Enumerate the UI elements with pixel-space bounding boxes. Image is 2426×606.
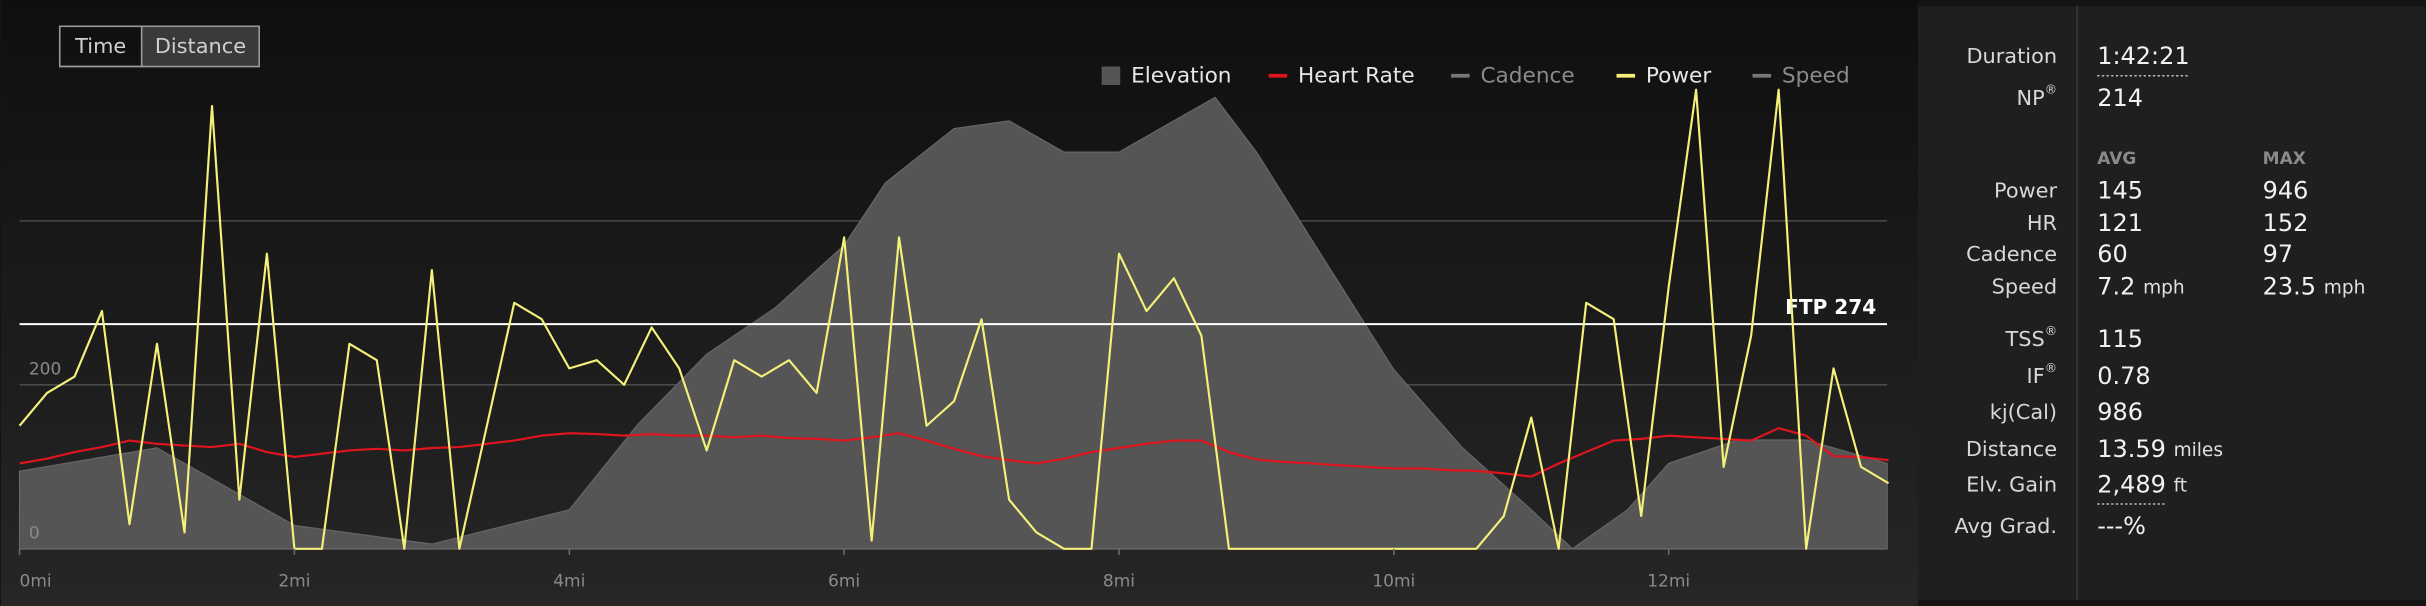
stat-label-text: NP	[2017, 86, 2045, 110]
stat-value-text: 946	[2263, 177, 2309, 205]
stat-value: 2,489 ft	[2097, 470, 2187, 498]
x-tick-label: 2mi	[278, 571, 310, 591]
x-tick-label: 6mi	[828, 571, 860, 591]
stat-label: Duration	[1966, 44, 2057, 68]
stat-label-sup: ®	[2045, 323, 2057, 337]
stat-unit: mph	[2143, 277, 2185, 298]
stat-label-text: TSS	[2004, 327, 2044, 351]
stat-label-text: Distance	[1966, 437, 2057, 461]
stat-value: 214	[2097, 84, 2143, 112]
legend-label[interactable]: Speed	[1782, 64, 1850, 89]
stat-value-text: 986	[2097, 398, 2143, 426]
stat-value: 7.2 mph	[2097, 273, 2184, 301]
stat-value: 0.78	[2097, 362, 2150, 390]
stat-label-text: Power	[1994, 179, 2057, 203]
stat-unit: mph	[2324, 277, 2366, 298]
x-tick-label: 0mi	[20, 571, 52, 591]
legend-label[interactable]: Cadence	[1480, 64, 1574, 89]
stat-value: 97	[2263, 240, 2293, 268]
toggle-label[interactable]: Time	[74, 34, 126, 58]
stat-value: 115	[2097, 325, 2143, 353]
stat-label-text: HR	[2027, 211, 2057, 235]
stat-value-text: ---%	[2097, 512, 2146, 540]
stat-label: kj(Cal)	[1990, 400, 2057, 424]
stat-value: 121	[2097, 209, 2143, 237]
stat-label-text: kj(Cal)	[1990, 400, 2057, 424]
legend-label[interactable]: Elevation	[1131, 64, 1231, 89]
plot: 0 200 FTP 274 0mi 2mi 4mi 6mi 8mi 10mi 12mi Elevat…	[18, 64, 1890, 591]
toggle-button[interactable]	[140, 25, 260, 68]
stat-label-text: IF	[2027, 364, 2045, 388]
stat-value-text: 0.78	[2097, 362, 2150, 390]
stat-label-text: Cadence	[1966, 242, 2057, 266]
y-tick-label: 200	[29, 359, 61, 379]
stat-value-text: 152	[2263, 209, 2309, 237]
stat-value: 60	[2097, 240, 2127, 268]
stat-label: Power	[1994, 179, 2057, 203]
legend-label[interactable]: Power	[1646, 64, 1711, 89]
stat-label-sup: ®	[2045, 82, 2057, 96]
heart-rate-line	[19, 427, 1889, 478]
legend-swatch[interactable]	[1101, 66, 1121, 86]
stat-label-sup: ®	[2045, 360, 2057, 374]
stat-unit: miles	[2174, 439, 2223, 460]
stat-label-text: Duration	[1966, 44, 2057, 68]
stat-unit: ft	[2174, 475, 2187, 496]
stat-label: TSS®	[2004, 323, 2057, 351]
stats-panel	[1917, 6, 2425, 600]
x-tick-label: 12mi	[1647, 571, 1690, 591]
stat-label: Cadence	[1966, 242, 2057, 266]
x-tick-label: 4mi	[553, 571, 585, 591]
stat-label-text: Speed	[1992, 275, 2057, 299]
stat-value-text: 23.5	[2263, 273, 2316, 301]
stat-value-text: 145	[2097, 177, 2143, 205]
stat-value-text: 13.59	[2097, 435, 2166, 463]
stat-value-text: 1:42:21	[2097, 42, 2189, 70]
stat-label: Speed	[1992, 275, 2057, 299]
ftp-label: FTP 274	[1785, 295, 1876, 319]
column-header: AVG	[2097, 149, 2136, 169]
stat-label: Avg Grad.	[1954, 514, 2057, 538]
stat-value: 946	[2263, 177, 2309, 205]
stat-value-text: 60	[2097, 240, 2127, 268]
stat-label: Elv. Gain	[1966, 472, 2057, 496]
stat-value-text: 7.2	[2097, 273, 2135, 301]
stat-value: 13.59 miles	[2097, 435, 2223, 463]
stat-value: 1:42:21	[2097, 42, 2189, 70]
stat-label: NP®	[2017, 82, 2058, 110]
x-tick-label: 10mi	[1372, 571, 1415, 591]
power-line	[18, 88, 1890, 550]
stat-value: 152	[2263, 209, 2309, 237]
stat-value-text: 97	[2263, 240, 2293, 268]
column-header: MAX	[2263, 149, 2306, 169]
stat-label: IF®	[2027, 360, 2058, 388]
stat-value: 986	[2097, 398, 2143, 426]
legend-label[interactable]: Heart Rate	[1298, 64, 1415, 89]
stat-label-text: Avg Grad.	[1954, 514, 2057, 538]
stat-label: Distance	[1966, 437, 2057, 461]
stat-label: HR	[2027, 211, 2057, 235]
stat-value: 23.5 mph	[2263, 273, 2366, 301]
stat-label-text: Elv. Gain	[1966, 472, 2057, 496]
stat-value-text: 2,489	[2097, 470, 2166, 498]
stat-value-text: 115	[2097, 325, 2143, 353]
toggle-label[interactable]: Distance	[155, 34, 246, 58]
stat-value: 145	[2097, 177, 2143, 205]
stat-value-text: 121	[2097, 209, 2143, 237]
y-tick-label: 0	[29, 523, 40, 543]
stat-value: ---%	[2097, 512, 2146, 540]
stat-value-text: 214	[2097, 84, 2143, 112]
x-tick-label: 8mi	[1103, 571, 1135, 591]
